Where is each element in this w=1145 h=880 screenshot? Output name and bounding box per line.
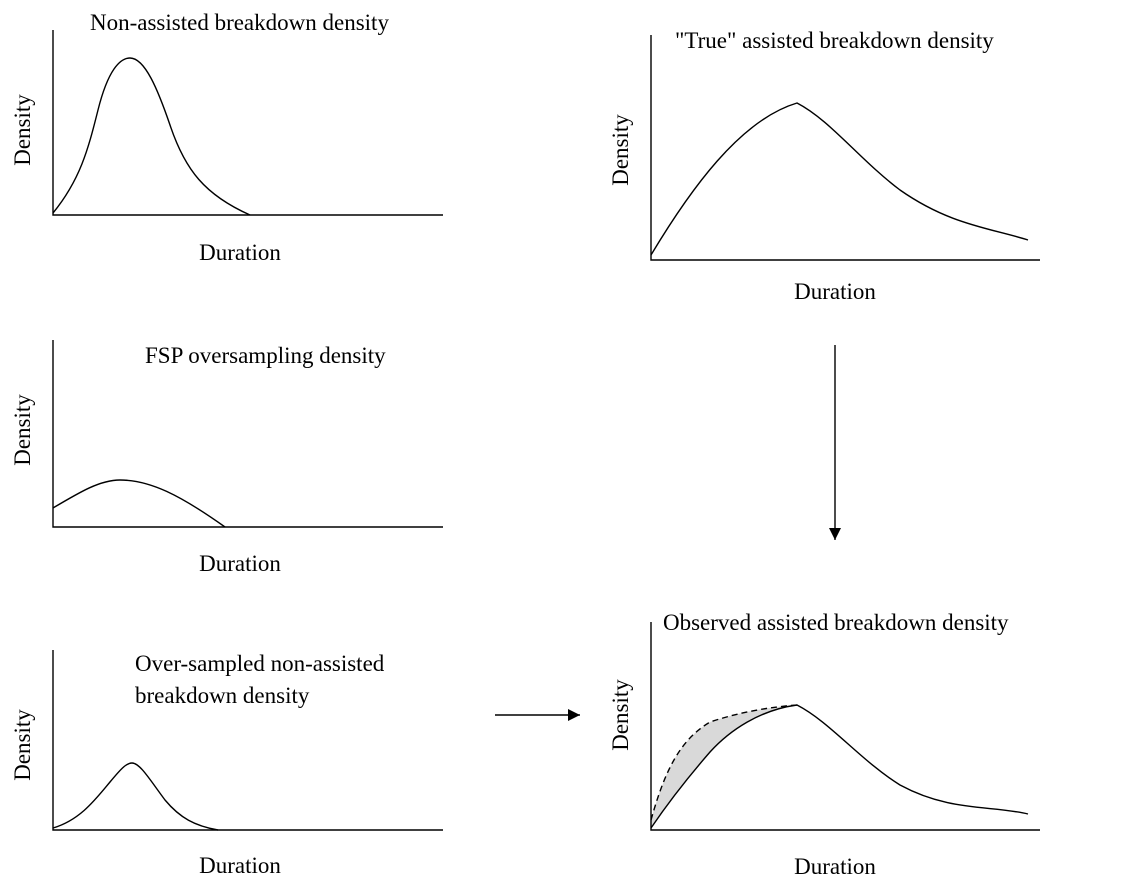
panel: Over-sampled non-assisted breakdown dens…: [10, 650, 443, 878]
panel-title: FSP oversampling density: [145, 343, 386, 368]
x-label: Duration: [199, 240, 281, 265]
panel-title: Observed assisted breakdown density: [663, 610, 1009, 635]
y-label: Density: [608, 679, 633, 751]
curve: [650, 102, 1029, 256]
panel-title: breakdown density: [135, 683, 310, 708]
axes: [650, 622, 1040, 831]
panel-title: Over-sampled non-assisted: [135, 651, 385, 676]
axes: [52, 30, 443, 216]
x-label: Duration: [794, 854, 876, 879]
dashed-curve: [650, 704, 798, 821]
y-label: Density: [10, 709, 35, 781]
panel-title: Non-assisted breakdown density: [90, 10, 389, 35]
x-label: Duration: [199, 551, 281, 576]
y-label: Density: [10, 94, 35, 166]
panel: Non-assisted breakdown density Density D…: [10, 10, 443, 265]
y-label: Density: [608, 114, 633, 186]
curve: [52, 479, 226, 528]
y-label: Density: [10, 394, 35, 466]
curve: [52, 57, 251, 216]
x-label: Duration: [199, 853, 281, 878]
panel-title: "True" assisted breakdown density: [675, 28, 994, 53]
axes: [650, 35, 1040, 261]
x-label: Duration: [794, 279, 876, 304]
axes: [52, 650, 443, 831]
panel: Observed assisted breakdown density Dens…: [608, 610, 1040, 879]
curve: [52, 762, 219, 831]
panel: FSP oversampling density Density Duratio…: [10, 340, 443, 576]
shaded-area: [651, 705, 797, 828]
panel: "True" assisted breakdown density Densit…: [608, 28, 1040, 304]
curve: [650, 704, 1029, 829]
axes: [52, 340, 443, 528]
